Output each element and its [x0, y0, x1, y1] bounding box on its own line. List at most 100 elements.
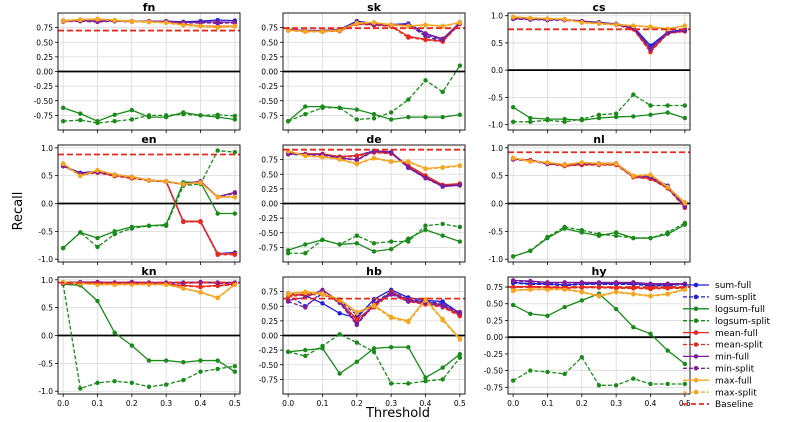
- y-tick-label: 0.50: [486, 300, 503, 309]
- point-logsum-split: [682, 381, 688, 387]
- point-min-split: [303, 305, 308, 310]
- point-max-split: [562, 162, 567, 168]
- point-logsum-full: [181, 360, 186, 365]
- point-sum-full: [320, 301, 325, 306]
- point-logsum-full: [198, 358, 203, 363]
- point-logsum-full: [423, 114, 428, 120]
- point-mean-split: [181, 219, 186, 225]
- point-max-split: [631, 23, 636, 29]
- point-logsum-split: [596, 112, 602, 117]
- legend-label: logsum-split: [715, 317, 771, 327]
- point-logsum-split: [631, 376, 636, 381]
- point-logsum-split: [78, 117, 83, 123]
- point-logsum-full: [457, 352, 463, 357]
- y-tick-label: -0.5: [38, 227, 53, 236]
- point-logsum-split: [320, 343, 325, 349]
- point-logsum-split: [510, 119, 516, 125]
- point-logsum-full: [579, 298, 585, 303]
- point-logsum-split: [371, 241, 377, 246]
- series-line-mean-full: [62, 163, 235, 255]
- point-logsum-full: [528, 115, 533, 121]
- x-tick-label: 0.1: [92, 399, 104, 408]
- point-max-split: [631, 292, 636, 297]
- point-max-split: [112, 172, 117, 178]
- point-logsum-split: [631, 92, 636, 97]
- point-min-split: [457, 183, 463, 188]
- point-max-split: [163, 179, 169, 184]
- point-logsum-full: [388, 117, 394, 122]
- y-tick-label: 0.75: [261, 288, 278, 297]
- point-max-split: [579, 290, 585, 295]
- legend-item-max-full: max-full: [683, 376, 752, 386]
- point-logsum-full: [510, 302, 516, 308]
- point-logsum-split: [457, 355, 463, 360]
- legend-item-sum-full: sum-full: [683, 281, 751, 291]
- point-max-split: [112, 18, 117, 23]
- y-tick-label: -0.75: [259, 243, 279, 252]
- panel-frame: [507, 12, 691, 131]
- point-min-split: [682, 204, 688, 210]
- legend-marker: [693, 354, 699, 359]
- y-tick-label: 0.50: [36, 38, 53, 47]
- legend-label: logsum-full: [715, 305, 765, 315]
- y-tick-label: -0.25: [259, 82, 279, 91]
- point-logsum-split: [303, 353, 308, 359]
- y-tick-label: 0.0: [491, 200, 503, 209]
- point-logsum-split: [388, 381, 394, 386]
- point-max-split: [406, 319, 411, 325]
- y-tick-label: -0.75: [484, 383, 504, 392]
- y-tick-label: 0.0: [41, 332, 53, 341]
- panel-grid: fn 0.75 0.50 0.25 0.00 -0.25 -0.50 -0.75 sk 0.75 0…: [34, 1, 691, 408]
- series-line-logsum-full: [512, 224, 686, 258]
- point-max-split: [215, 25, 220, 30]
- point-max-split: [163, 282, 169, 287]
- point-logsum-full: [354, 241, 360, 246]
- point-logsum-split: [129, 380, 135, 386]
- y-tick-label: -1.0: [488, 255, 503, 264]
- panel-kn: kn 1.0 0.5 0.0 -0.5 -1.0 0.0 0.1 0.2 0.3 0.4 0.5: [38, 265, 241, 408]
- point-logsum-full: [457, 112, 463, 117]
- point-min-split: [440, 304, 445, 309]
- point-logsum-full: [528, 311, 533, 316]
- y-tick-label: -0.25: [259, 214, 279, 223]
- point-max-split: [648, 172, 653, 178]
- y-axis-label: Recall: [11, 192, 26, 231]
- y-tick-label: 0.00: [261, 68, 278, 77]
- point-logsum-split: [457, 224, 463, 230]
- point-min-split: [665, 30, 670, 36]
- point-logsum-split: [613, 233, 619, 239]
- point-max-split: [528, 159, 533, 164]
- point-max-split: [215, 195, 220, 200]
- legend-label: mean-split: [715, 341, 763, 351]
- point-logsum-split: [648, 103, 653, 108]
- point-max-split: [510, 288, 516, 294]
- point-logsum-full: [682, 361, 688, 367]
- point-min-split: [648, 47, 653, 52]
- point-max-split: [198, 180, 203, 186]
- y-tick-label: 0.25: [261, 53, 278, 62]
- x-tick-label: 0.1: [317, 399, 329, 408]
- point-logsum-split: [596, 383, 602, 388]
- point-logsum-full: [371, 112, 377, 117]
- point-logsum-split: [232, 113, 238, 119]
- point-max-split: [457, 163, 463, 169]
- point-logsum-full: [406, 114, 411, 120]
- point-logsum-split: [371, 349, 377, 355]
- y-tick-label: 0.25: [261, 317, 278, 326]
- point-logsum-full: [423, 227, 428, 233]
- point-max-split: [682, 201, 688, 206]
- point-logsum-full: [440, 365, 445, 370]
- point-logsum-split: [406, 239, 411, 244]
- point-max-split: [665, 292, 670, 297]
- point-max-split: [406, 159, 411, 165]
- panel-title: sk: [367, 1, 382, 14]
- point-logsum-full: [232, 369, 238, 374]
- point-logsum-split: [337, 105, 342, 110]
- legend-item-min-split: min-split: [683, 365, 755, 375]
- point-logsum-full: [371, 249, 377, 254]
- legend-marker: [693, 294, 699, 300]
- point-logsum-split: [303, 251, 308, 256]
- point-max-split: [545, 287, 550, 292]
- y-tick-label: 0.75: [486, 283, 503, 292]
- point-max-split: [613, 290, 619, 295]
